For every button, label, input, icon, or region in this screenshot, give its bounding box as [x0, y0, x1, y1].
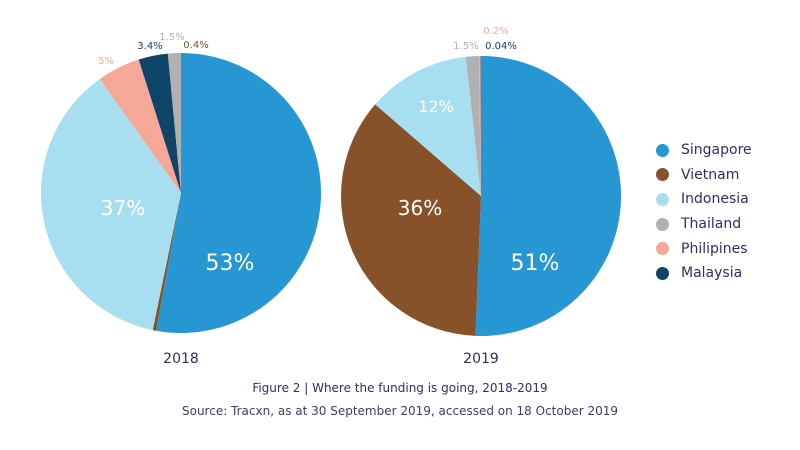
pie-year-label: 2019	[463, 351, 499, 367]
legend-swatch	[656, 266, 669, 280]
pie-slice-singapore	[475, 55, 622, 336]
figure-caption: Figure 2 | Where the funding is going, 2…	[252, 381, 548, 395]
slice-label-singapore: 53%	[206, 251, 255, 276]
slice-label-malaysia: 3.4%	[137, 41, 162, 52]
pie-year-label: 2018	[163, 351, 199, 367]
legend-label: Indonesia	[681, 191, 749, 208]
legend-swatch	[656, 168, 669, 182]
pie-slice-singapore	[156, 52, 322, 333]
pie-slice-malaysia	[138, 53, 181, 194]
pie-slice-indonesia	[41, 79, 182, 331]
legend-item-thailand: Thailand	[656, 212, 796, 237]
slice-label-singapore: 51%	[511, 251, 560, 276]
slice-label-indonesia: 37%	[101, 196, 145, 220]
slice-label-vietnam: 0.4%	[183, 40, 208, 51]
legend-swatch	[656, 242, 669, 256]
legend-label: Malaysia	[681, 265, 743, 282]
legend-label: Singapore	[681, 142, 752, 159]
slice-label-philipines: 0.2%	[483, 26, 508, 37]
pie-slice-indonesia	[375, 56, 481, 196]
legend-item-indonesia: Indonesia	[656, 187, 796, 212]
legend-item-singapore: Singapore	[656, 138, 796, 163]
pie-chart-2018: 53% 0.4% 37% 5% 3.4%1.5% 2018	[41, 32, 322, 367]
pie-chart-2019: 51% 36% 12% 1.5% 0.2% 0.04% 2019	[341, 26, 622, 367]
chart-legend: Singapore Vietnam Indonesia Thailand Philipi…	[656, 138, 796, 286]
slice-label-vietnam: 36%	[398, 196, 442, 220]
legend-item-malaysia: Malaysia	[656, 261, 796, 286]
slice-label-thailand: 1.5%	[159, 32, 184, 43]
pie-slice-vietnam	[152, 193, 181, 331]
legend-label: Philipines	[681, 240, 748, 257]
slice-label-malaysia: 0.04%	[485, 41, 517, 52]
legend-swatch	[656, 192, 669, 206]
legend-item-vietnam: Vietnam	[656, 163, 796, 188]
legend-swatch	[656, 217, 669, 231]
figure-source: Source: Tracxn, as at 30 September 2019,…	[181, 404, 619, 418]
legend-label: Vietnam	[681, 166, 740, 183]
pie-slice-philipines	[478, 56, 481, 196]
slice-label-philipines: 5%	[98, 56, 114, 67]
legend-item-philipines: Philipines	[656, 236, 796, 261]
pie-slice-thailand	[465, 56, 481, 196]
pie-slice-philipines	[99, 59, 181, 193]
pie-slice-vietnam	[341, 104, 481, 336]
slice-label-thailand: 1.5%	[453, 41, 478, 52]
pie-slice-thailand	[167, 53, 181, 193]
slice-label-indonesia: 12%	[418, 97, 454, 116]
legend-swatch	[656, 143, 669, 157]
legend-label: Thailand	[681, 216, 742, 233]
